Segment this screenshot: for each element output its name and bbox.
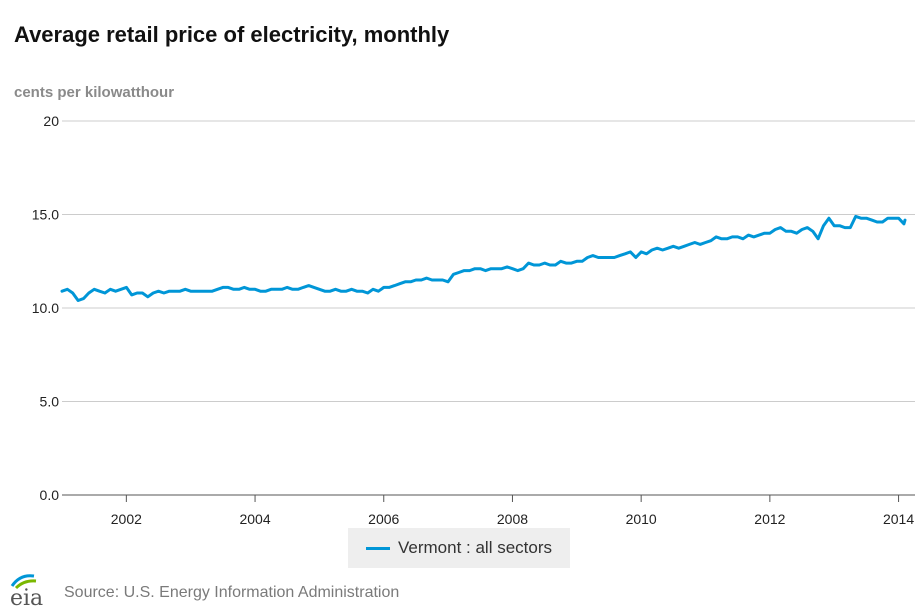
- series-line-0: [60, 214, 907, 302]
- x-tick-label: 2006: [368, 511, 399, 527]
- x-tick-label: 2002: [111, 511, 142, 527]
- y-axis-ticks: 0.0 5.0 10.0 15.0 20: [32, 113, 59, 503]
- y-tick-label: 5.0: [40, 394, 60, 410]
- source-note: Source: U.S. Energy Information Administ…: [64, 584, 400, 601]
- series-group: [60, 214, 907, 302]
- eia-logo: eia: [10, 574, 43, 608]
- x-tick-label: 2010: [626, 511, 657, 527]
- y-tick-label: 20: [43, 113, 59, 129]
- legend-swatch-vermont: [365, 546, 390, 550]
- legend[interactable]: Vermont : all sectors: [348, 528, 570, 568]
- y-tick-label: 15.0: [32, 207, 59, 223]
- y-tick-label: 0.0: [40, 487, 60, 503]
- x-tick-label: 2012: [754, 511, 785, 527]
- svg-text:eia: eia: [10, 586, 43, 608]
- x-tick-label: 2014: [883, 511, 914, 527]
- gridlines: [62, 120, 915, 496]
- chart-title: Average retail price of electricity, mon…: [14, 22, 450, 47]
- y-axis-unit-label: cents per kilowatthour: [14, 84, 175, 101]
- x-tick-label: 2004: [239, 511, 270, 527]
- x-tick-label: 2008: [497, 511, 528, 527]
- y-tick-label: 10.0: [32, 300, 59, 316]
- x-axis-ticks: 2002 2004 2006 2008 2010 2012 2014: [111, 495, 914, 527]
- legend-label-vermont: Vermont : all sectors: [397, 538, 552, 557]
